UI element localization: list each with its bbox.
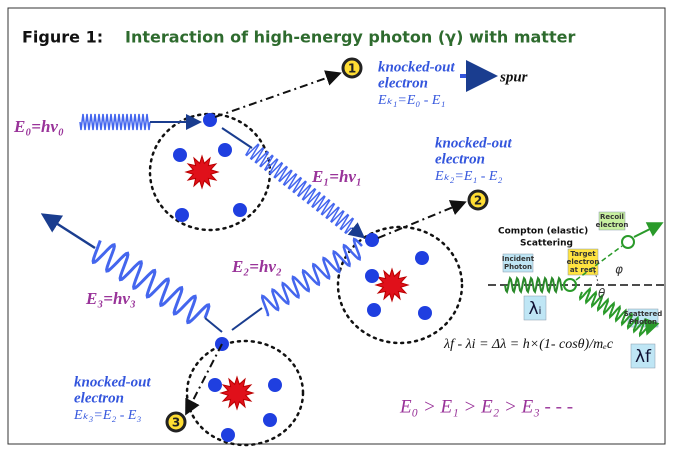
photon-label: E₀=hν₀ bbox=[13, 117, 64, 136]
lambda-i: λᵢ bbox=[528, 299, 541, 319]
electron-number: 2 bbox=[474, 194, 482, 208]
photon-label: E₂=hν₂ bbox=[231, 257, 282, 276]
compton-title: Scattering bbox=[520, 239, 573, 249]
electron bbox=[263, 413, 277, 427]
electron-text: electron bbox=[378, 75, 428, 91]
photon-label: E₁=hν₁ bbox=[311, 167, 362, 186]
electron bbox=[367, 303, 381, 317]
energy-inequality: E₀ > E₁ > E₂ > E₃ - - - bbox=[399, 396, 573, 417]
compton-formula: λf - λi = Δλ = h×(1- cosθ)/mₑc bbox=[443, 337, 614, 352]
electron-energy: Eₖ₂=E₁ - E₂ bbox=[434, 169, 502, 184]
electron bbox=[218, 143, 232, 157]
lambda-f: λf bbox=[635, 347, 652, 367]
electron-text: knocked-out bbox=[378, 59, 455, 75]
electron bbox=[175, 208, 189, 222]
photon-label: E₃=hν₃ bbox=[85, 289, 136, 308]
electron bbox=[203, 113, 217, 127]
electron bbox=[221, 428, 235, 442]
electron-number: 1 bbox=[348, 62, 356, 76]
scattered-label: Photon bbox=[629, 318, 657, 326]
electron bbox=[415, 251, 429, 265]
electron bbox=[365, 233, 379, 247]
electron bbox=[418, 306, 432, 320]
incident-label: Incident bbox=[502, 255, 535, 263]
electron-text: electron bbox=[435, 151, 485, 167]
scattered-label: Scattered bbox=[624, 310, 663, 318]
figure-title: Interaction of high-energy photon (γ) wi… bbox=[125, 28, 575, 47]
electron bbox=[365, 269, 379, 283]
incident-label: Photon bbox=[504, 263, 532, 271]
recoil-label: Recoil bbox=[600, 213, 624, 221]
figure-label: Figure 1: bbox=[22, 28, 103, 47]
electron-text: knocked-out bbox=[435, 135, 512, 151]
target-label: Target bbox=[570, 250, 596, 258]
electron-energy: Eₖ₁=E₀ - E₁ bbox=[377, 93, 445, 108]
recoil-label: electron bbox=[596, 221, 629, 229]
electron bbox=[173, 148, 187, 162]
electron-text: electron bbox=[74, 390, 124, 406]
target-label: at rest bbox=[570, 266, 597, 274]
figure: 1 2 3 Figure 1: Interaction of high-energy… bbox=[0, 0, 673, 450]
compton-title: Compton (elastic) bbox=[498, 227, 588, 237]
electron bbox=[268, 378, 282, 392]
theta: θ bbox=[598, 287, 606, 301]
electron-energy: Eₖ₃=E₂ - E₃ bbox=[73, 408, 141, 423]
spur: spur bbox=[499, 69, 528, 85]
phi: φ bbox=[615, 263, 623, 277]
electron-number: 3 bbox=[172, 416, 180, 430]
electron-text: knocked-out bbox=[74, 374, 151, 390]
electron bbox=[233, 203, 247, 217]
target-label: electron bbox=[567, 258, 600, 266]
electron bbox=[208, 378, 222, 392]
